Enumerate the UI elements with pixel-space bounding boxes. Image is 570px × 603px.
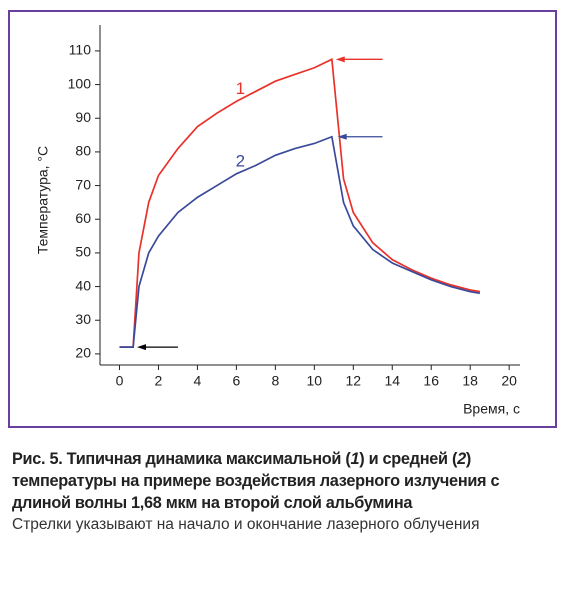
x-tick-label: 10 [307,373,323,389]
caption-text: Рис. 5. Типичная динамика максимальной ( [12,450,351,468]
y-tick-label: 20 [75,345,91,361]
arrow-part [137,344,147,351]
y-tick-label: 100 [68,75,92,91]
series-line [119,135,481,349]
y-axis-label: Температура, °C [35,146,51,254]
arrow-part [335,56,345,63]
y-tick-label: 80 [75,143,91,159]
series-label: 2 [236,151,245,170]
x-tick-label: 4 [194,373,202,389]
caption-text: ) температуры на примере воздействия лаз… [12,450,500,512]
caption-text: 1 [350,450,360,468]
x-tick-label: 16 [423,373,439,389]
y-tick-label: 110 [69,42,92,58]
x-tick-label: 0 [116,373,124,389]
y-tick-label: 50 [75,244,91,260]
chart: Температура, °C Время, с 203040506070809… [8,10,557,428]
arrow [137,344,178,351]
y-tick-label: 60 [75,210,91,226]
caption-title: Рис. 5. Типичная динамика максимальной (… [12,448,560,514]
x-tick-label: 2 [155,373,163,389]
y-tick-label: 70 [75,176,91,192]
y-tick-label: 30 [75,311,91,327]
x-tick-label: 12 [345,373,361,389]
x-tick-label: 8 [271,373,279,389]
frame [8,10,557,428]
x-tick-label: 18 [462,373,478,389]
caption: Рис. 5. Типичная динамика максимальной (… [12,448,560,535]
caption-text: ) и средней ( [359,450,458,468]
x-axis-label: Время, с [463,401,520,417]
arrow-part [337,133,347,140]
x-tick-label: 6 [232,373,240,389]
series-label: 1 [236,79,245,98]
arrow [337,133,383,140]
y-tick-label: 90 [75,109,91,125]
arrow [335,56,383,63]
x-tick-label: 20 [501,373,517,389]
caption-note: Стрелки указывают на начало и окончание … [12,516,480,533]
y-tick-label: 40 [75,277,91,293]
caption-text: 2 [457,450,466,468]
x-tick-label: 14 [384,373,400,389]
series-line [119,58,481,349]
